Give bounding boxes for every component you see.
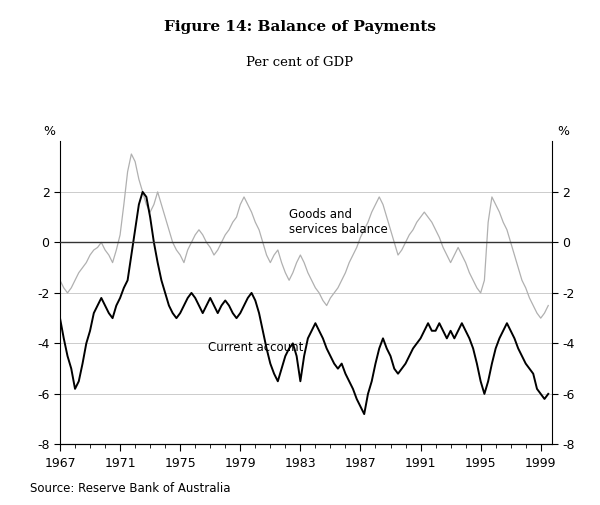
Text: %: % [43, 125, 55, 138]
Text: Source: Reserve Bank of Australia: Source: Reserve Bank of Australia [30, 482, 230, 495]
Text: Per cent of GDP: Per cent of GDP [247, 56, 353, 69]
Text: %: % [557, 125, 569, 138]
Text: Figure 14: Balance of Payments: Figure 14: Balance of Payments [164, 20, 436, 34]
Text: Goods and
services balance: Goods and services balance [289, 208, 388, 236]
Text: Current account: Current account [208, 341, 303, 355]
